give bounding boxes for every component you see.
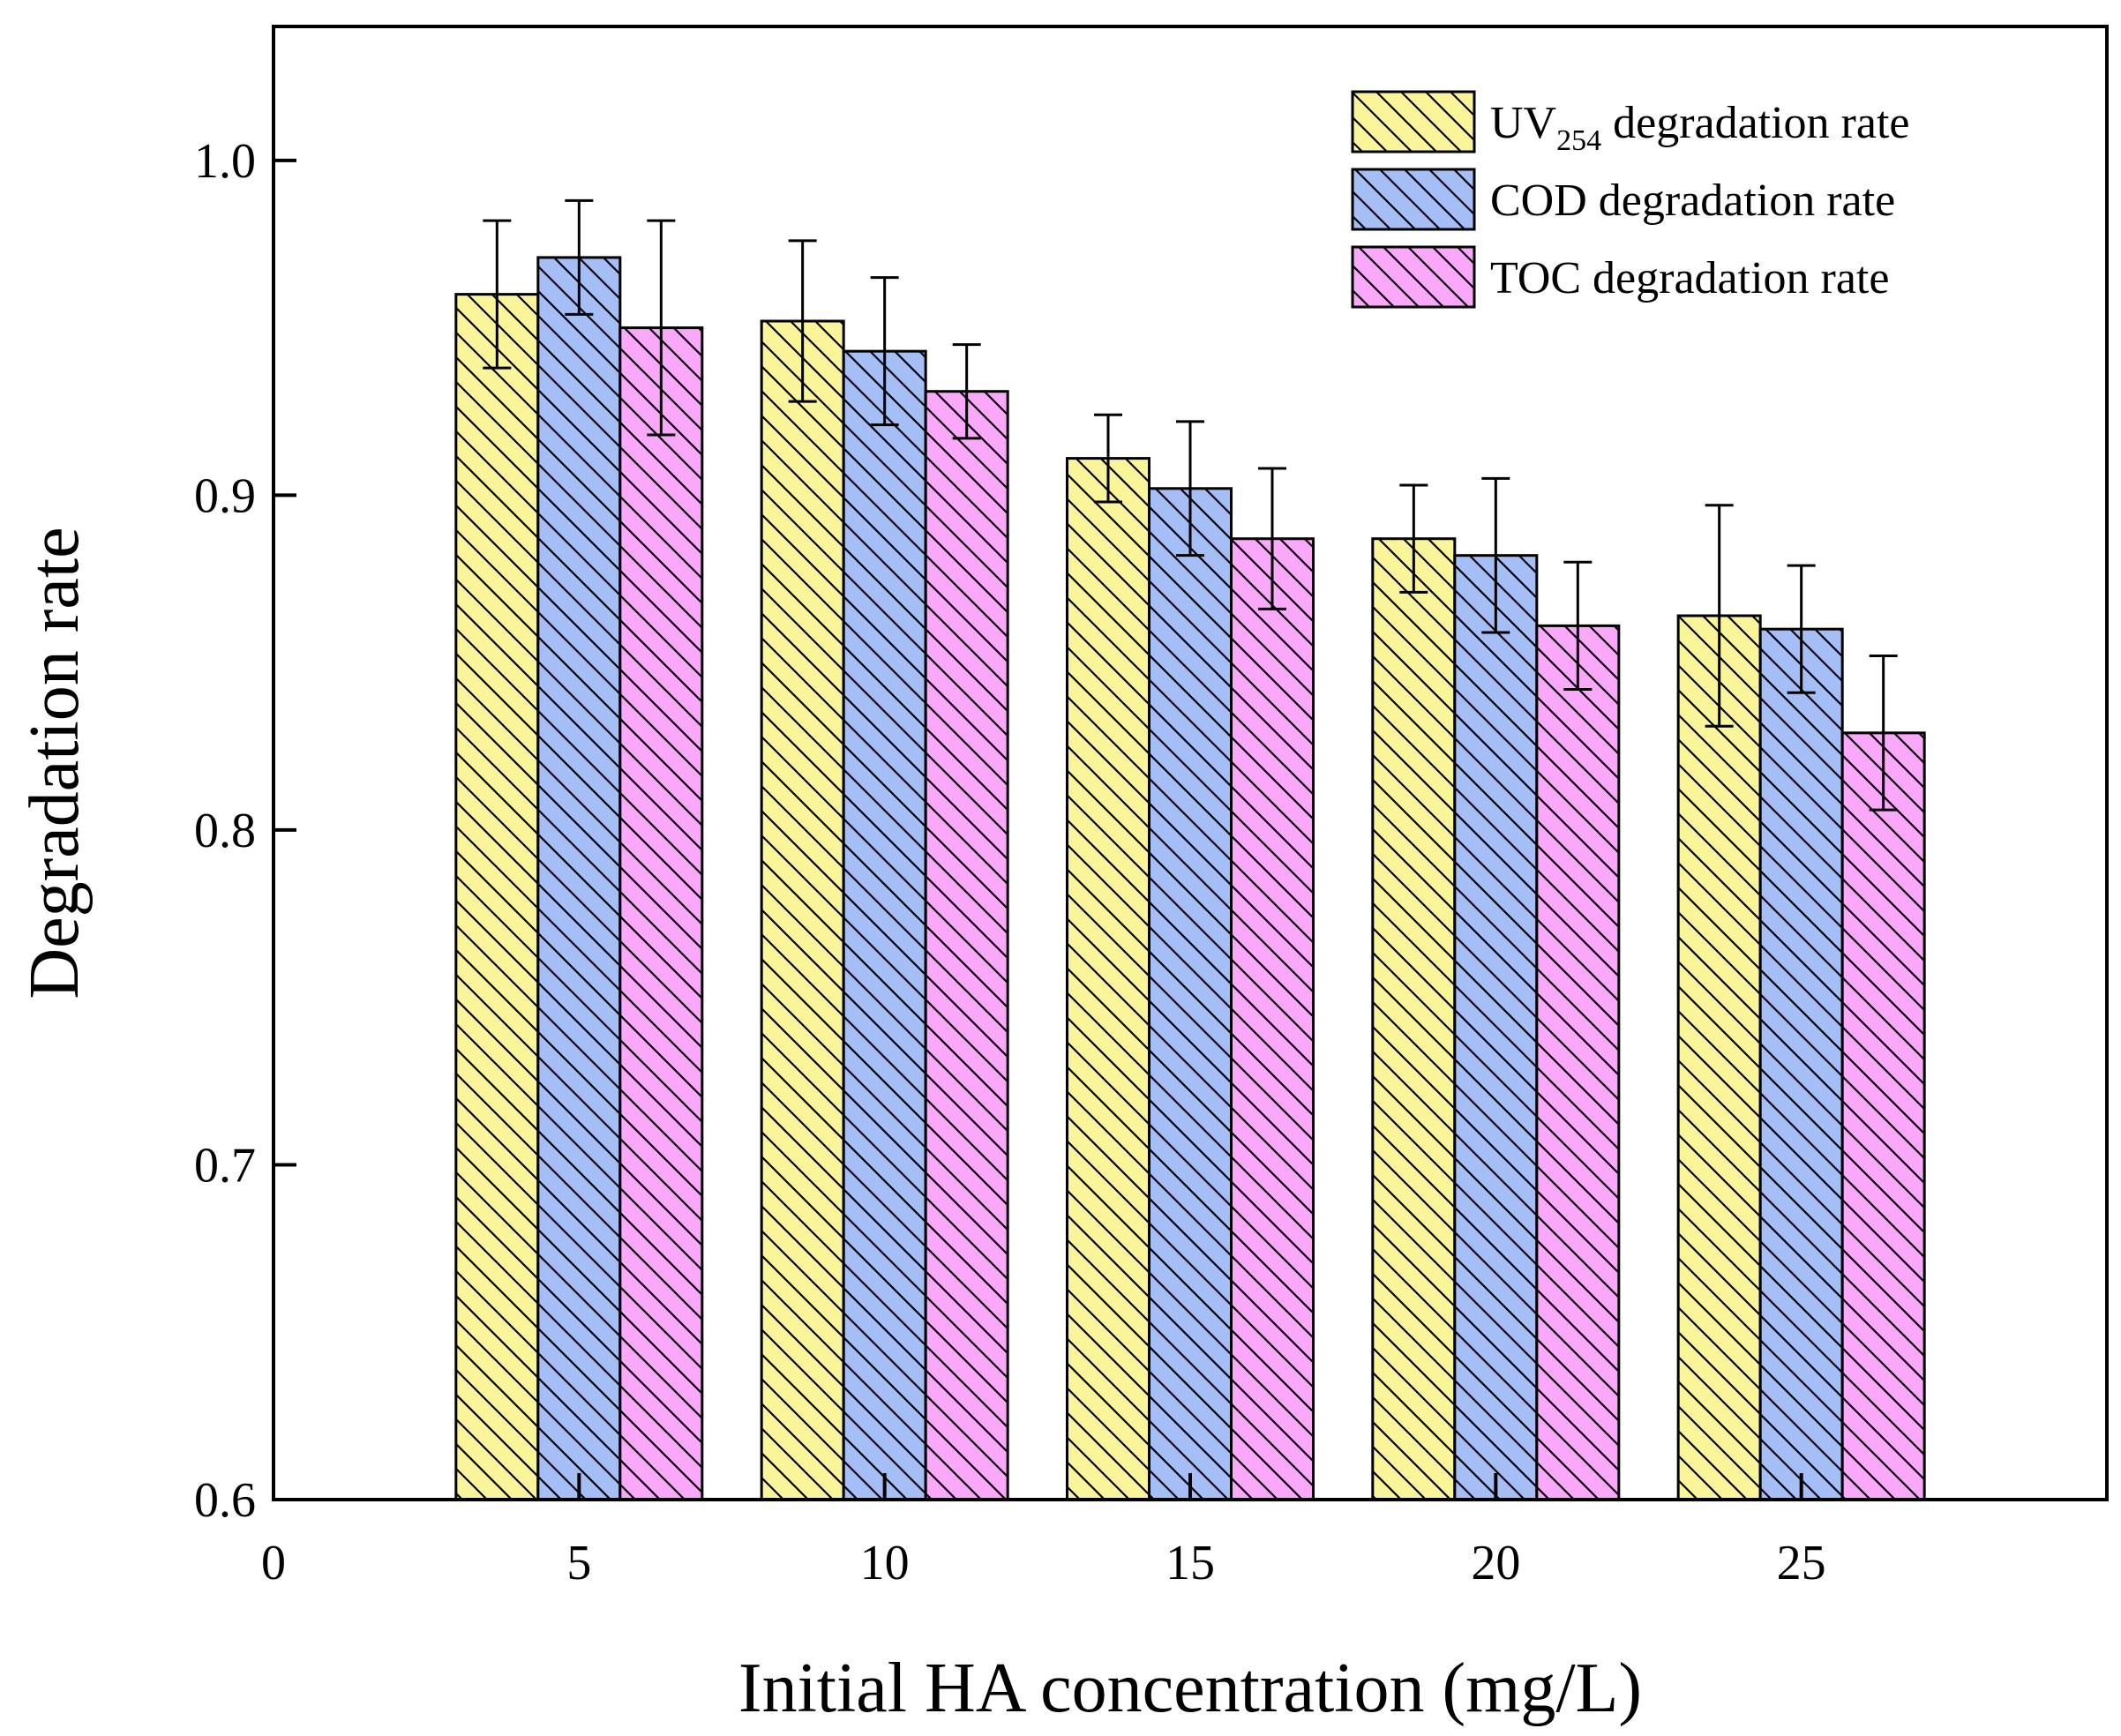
- y-tick-label: 0.6: [194, 1473, 256, 1528]
- y-tick-label: 0.7: [194, 1138, 256, 1193]
- bar: [454, 293, 540, 1501]
- x-tick-label: 5: [566, 1536, 591, 1590]
- y-tick-label: 0.9: [194, 468, 256, 523]
- bar: [1230, 537, 1315, 1501]
- legend: UV254 degradation rate COD degradation ra…: [1351, 90, 1909, 309]
- bar: [1840, 731, 1926, 1501]
- y-tick-label: 0.8: [194, 804, 256, 858]
- legend-swatch: [1351, 168, 1476, 231]
- y-axis-title: Degradation rate: [16, 527, 94, 999]
- legend-label: UV254 degradation rate: [1490, 98, 1909, 157]
- x-tick-label: 10: [860, 1536, 910, 1590]
- bar: [1148, 487, 1233, 1501]
- bar: [1371, 537, 1457, 1501]
- y-axis: 0.6 0.7 0.8 0.9 1.0: [194, 134, 296, 1528]
- legend-swatch: [1351, 90, 1476, 153]
- error-bars-layer: [483, 198, 1898, 812]
- bar: [842, 349, 927, 1501]
- bars-layer: [454, 256, 1926, 1501]
- bar: [1758, 627, 1844, 1501]
- bar: [1066, 457, 1150, 1501]
- x-tick-label: 15: [1165, 1536, 1215, 1590]
- bar: [924, 390, 1009, 1501]
- bar: [1676, 614, 1762, 1501]
- x-tick-label: 20: [1471, 1536, 1520, 1590]
- bar: [760, 319, 845, 1501]
- x-tick-label: 0: [261, 1536, 286, 1590]
- bar: [618, 326, 704, 1501]
- legend-label: TOC degradation rate: [1490, 253, 1889, 303]
- legend-label: COD degradation rate: [1490, 176, 1895, 226]
- bar: [1535, 624, 1621, 1501]
- x-tick-label: 25: [1777, 1536, 1826, 1590]
- bar: [1453, 554, 1539, 1501]
- y-tick-label: 1.0: [194, 134, 256, 189]
- legend-swatch: [1351, 245, 1476, 309]
- x-axis: 0 5 10 15 20 25: [261, 1473, 1826, 1590]
- x-axis-title: Initial HA concentration (mg/L): [738, 1650, 1642, 1727]
- bar: [536, 256, 622, 1501]
